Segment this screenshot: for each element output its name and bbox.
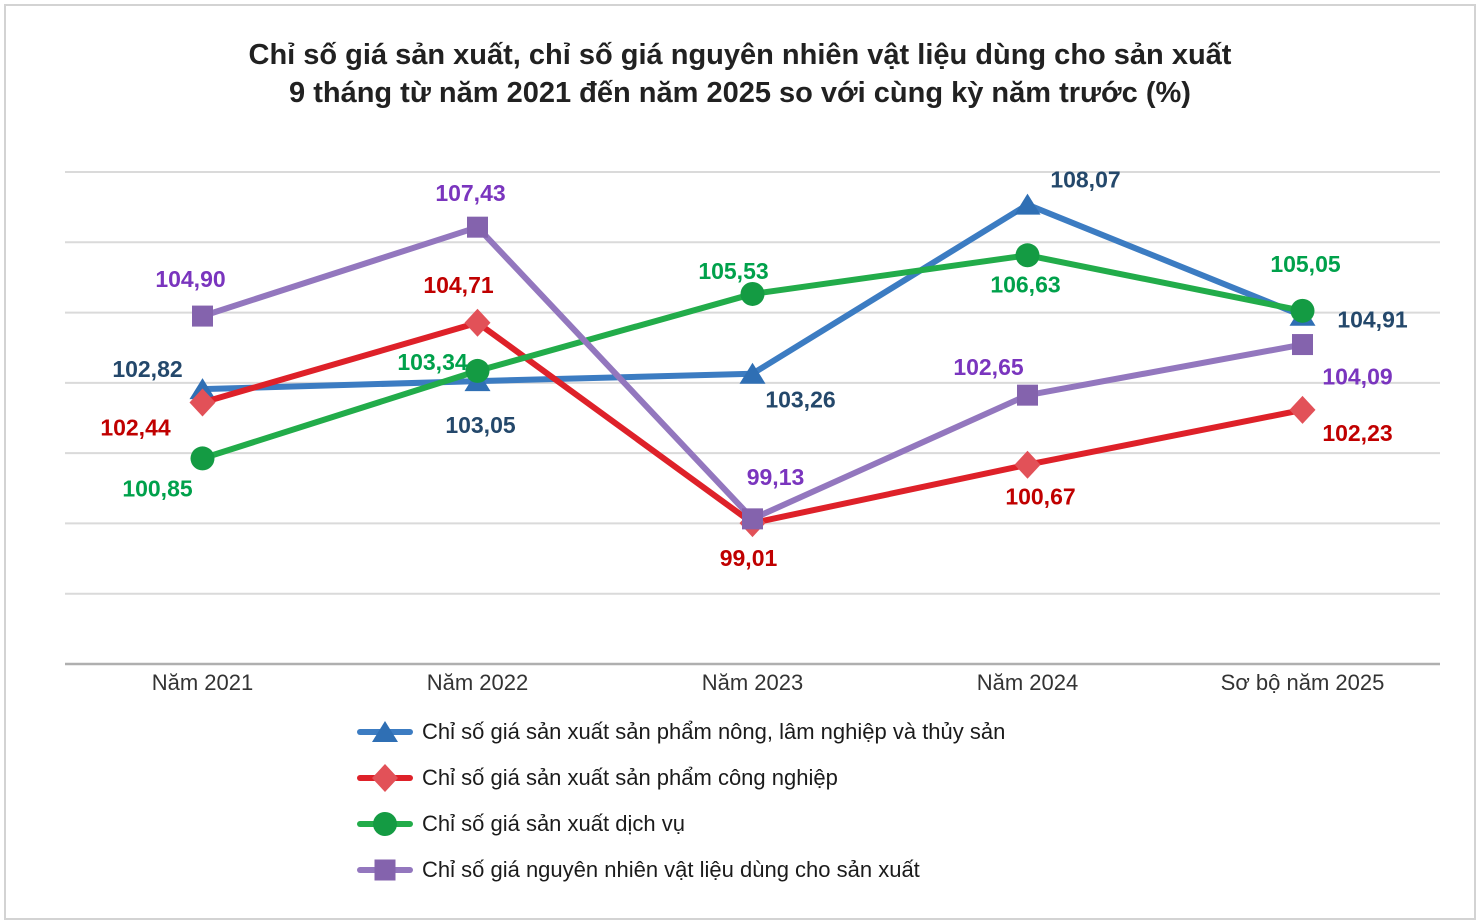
legend-item: Chỉ số giá sản xuất sản phẩm nông, lâm n… — [357, 709, 1005, 755]
x-axis-category-label: Sơ bộ năm 2025 — [1221, 670, 1385, 695]
legend-label: Chỉ số giá sản xuất dịch vụ — [422, 811, 685, 836]
data-point-label: 106,63 — [990, 271, 1060, 297]
data-point-label: 102,65 — [953, 354, 1024, 380]
triangle-marker-icon — [1014, 193, 1041, 215]
legend-swatch-triangle-icon — [357, 721, 413, 742]
x-axis-category-label: Năm 2023 — [702, 670, 804, 695]
square-marker-icon — [467, 216, 488, 238]
data-point-label: 102,44 — [100, 415, 171, 441]
data-point-label: 104,91 — [1337, 307, 1408, 333]
chart-title-line2: 9 tháng từ năm 2021 đến năm 2025 so với … — [289, 77, 1191, 109]
data-point-label: 108,07 — [1050, 167, 1120, 193]
chart-legend: Chỉ số giá sản xuất sản phẩm nông, lâm n… — [357, 709, 1005, 893]
data-point-label: 99,13 — [747, 464, 805, 490]
data-point-label: 100,85 — [122, 475, 193, 501]
legend-swatch-circle-icon — [357, 812, 413, 836]
legend-item: Chỉ số giá sản xuất dịch vụ — [357, 801, 1005, 847]
square-marker-icon — [742, 508, 763, 530]
chart-title: Chỉ số giá sản xuất, chỉ số giá nguyên n… — [0, 36, 1480, 112]
legend-label: Chỉ số giá sản xuất sản phẩm công nghiệp — [422, 765, 838, 790]
circle-marker-icon — [190, 446, 215, 471]
data-point-label: 100,67 — [1005, 484, 1075, 510]
square-marker-icon — [1017, 384, 1038, 406]
data-point-label: 99,01 — [720, 545, 778, 571]
data-point-label: 104,71 — [423, 272, 494, 298]
diamond-marker-icon — [1014, 450, 1041, 479]
legend-swatch-diamond-icon — [357, 764, 413, 792]
legend-triangle-marker-icon — [372, 721, 398, 742]
triangle-marker-icon — [739, 362, 766, 384]
data-point-label: 104,09 — [1322, 364, 1392, 390]
data-point-label: 103,26 — [765, 387, 835, 413]
square-marker-icon — [192, 305, 213, 327]
legend-label: Chỉ số giá nguyên nhiên vật liệu dùng ch… — [422, 857, 920, 882]
x-axis-category-label: Năm 2021 — [152, 670, 254, 695]
legend-item: Chỉ số giá nguyên nhiên vật liệu dùng ch… — [357, 847, 1005, 893]
legend-swatch-square-icon — [357, 859, 413, 881]
data-point-label: 102,82 — [112, 356, 182, 382]
data-point-label: 104,90 — [155, 266, 225, 292]
legend-circle-marker-icon — [373, 812, 397, 836]
chart-title-line1: Chỉ số giá sản xuất, chỉ số giá nguyên n… — [248, 39, 1232, 71]
legend-label: Chỉ số giá sản xuất sản phẩm nông, lâm n… — [422, 719, 1006, 744]
square-marker-icon — [1292, 334, 1313, 356]
diamond-marker-icon — [189, 388, 216, 417]
x-axis-category-label: Năm 2022 — [427, 670, 529, 695]
circle-marker-icon — [740, 281, 765, 306]
data-point-label: 105,53 — [698, 258, 768, 284]
legend-diamond-marker-icon — [372, 764, 398, 792]
circle-marker-icon — [1015, 243, 1040, 268]
data-point-label: 102,23 — [1322, 420, 1392, 446]
circle-marker-icon — [1290, 298, 1315, 323]
circle-marker-icon — [465, 358, 490, 383]
diamond-marker-icon — [1289, 395, 1316, 424]
diamond-marker-icon — [464, 308, 491, 337]
x-axis-category-label: Năm 2024 — [977, 670, 1079, 695]
data-point-label: 103,34 — [397, 349, 468, 375]
data-point-label: 107,43 — [435, 180, 505, 206]
data-point-label: 103,05 — [445, 412, 516, 438]
data-point-label: 105,05 — [1270, 251, 1341, 277]
legend-square-marker-icon — [374, 859, 396, 881]
legend-item: Chỉ số giá sản xuất sản phẩm công nghiệp — [357, 755, 1005, 801]
series-line-diamond — [201, 319, 1304, 527]
